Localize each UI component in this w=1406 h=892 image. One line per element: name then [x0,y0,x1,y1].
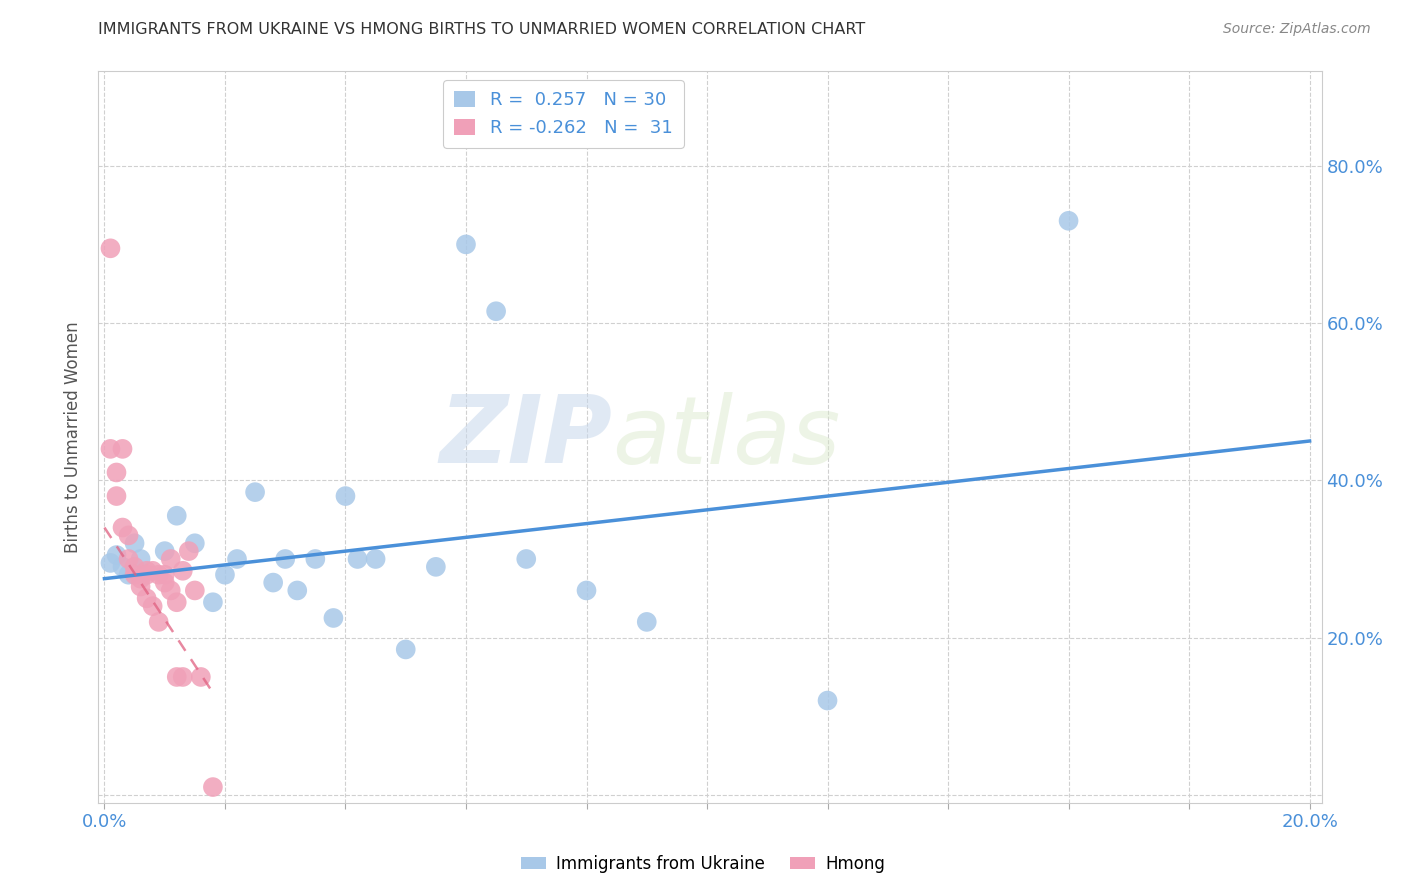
Point [135,591,157,606]
Point [214,567,236,582]
Point [1057,214,1080,228]
Point [201,595,224,609]
Point [166,670,188,684]
Text: ZIP: ZIP [439,391,612,483]
Legend: Immigrants from Ukraine, Hmong: Immigrants from Ukraine, Hmong [515,848,891,880]
Point [105,548,128,562]
Point [346,552,368,566]
Point [515,552,537,566]
Point [172,564,194,578]
Point [117,567,139,582]
Point [129,580,152,594]
Point [111,559,134,574]
Point [395,642,418,657]
Point [166,595,188,609]
Point [117,552,139,566]
Point [172,670,194,684]
Point [124,567,146,582]
Point [274,552,297,566]
Point [153,544,176,558]
Point [166,508,188,523]
Point [425,559,447,574]
Point [111,442,134,456]
Point [159,583,181,598]
Point [142,564,165,578]
Point [817,693,839,707]
Point [148,567,170,582]
Point [335,489,357,503]
Point [129,552,152,566]
Point [454,237,477,252]
Point [100,556,122,570]
Point [243,485,266,500]
Point [105,489,128,503]
Point [117,528,139,542]
Point [129,572,152,586]
Point [177,544,200,558]
Point [226,552,249,566]
Point [575,583,598,598]
Point [201,780,224,794]
Point [148,615,170,629]
Point [111,520,134,534]
Point [142,599,165,614]
Point [190,670,212,684]
Point [636,615,658,629]
Point [124,559,146,574]
Point [322,611,344,625]
Point [184,536,207,550]
Point [124,536,146,550]
Point [100,442,122,456]
Y-axis label: Births to Unmarried Women: Births to Unmarried Women [65,321,83,553]
Point [153,567,176,582]
Point [262,575,284,590]
Legend: R =  0.257   N = 30, R = -0.262   N =  31: R = 0.257 N = 30, R = -0.262 N = 31 [443,80,683,147]
Point [135,564,157,578]
Point [135,567,157,582]
Point [184,583,207,598]
Text: atlas: atlas [612,392,841,483]
Point [153,575,176,590]
Point [485,304,508,318]
Text: IMMIGRANTS FROM UKRAINE VS HMONG BIRTHS TO UNMARRIED WOMEN CORRELATION CHART: IMMIGRANTS FROM UKRAINE VS HMONG BIRTHS … [98,22,866,37]
Point [100,241,122,255]
Point [159,552,181,566]
Point [304,552,326,566]
Point [285,583,308,598]
Point [364,552,387,566]
Text: Source: ZipAtlas.com: Source: ZipAtlas.com [1223,22,1371,37]
Point [105,466,128,480]
